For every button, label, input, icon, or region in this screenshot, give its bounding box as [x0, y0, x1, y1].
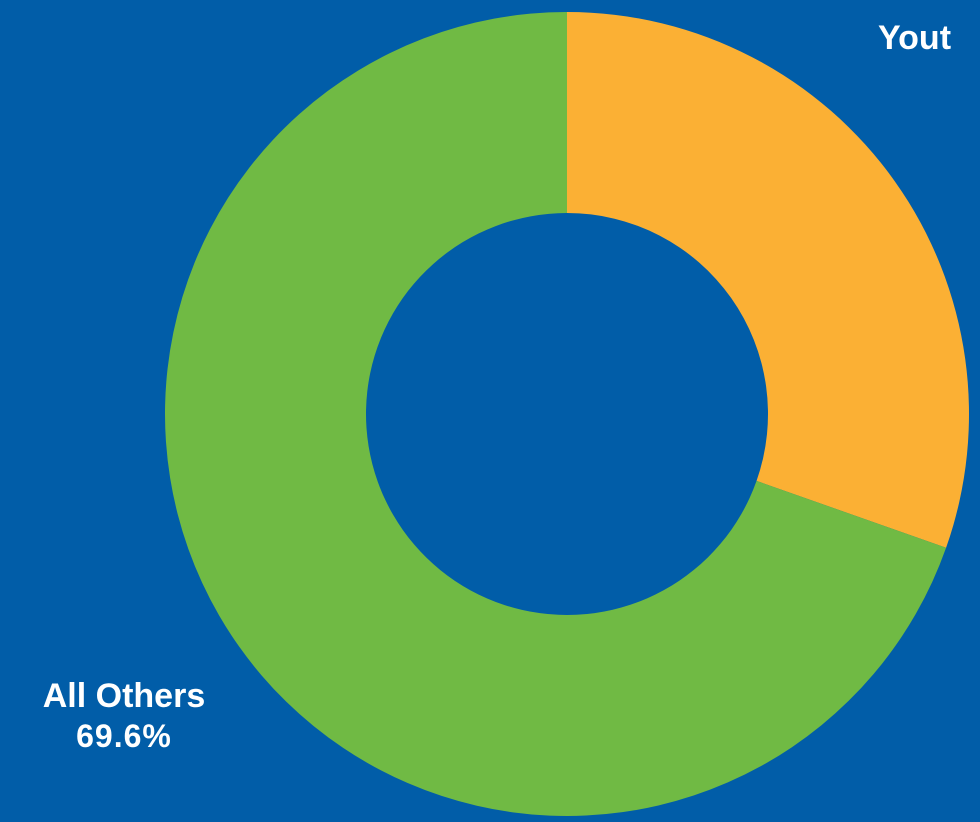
slice-label-all-others-value: 69.6%	[76, 717, 172, 754]
slice-label-youth: Yout	[878, 18, 951, 59]
slice-label-youth-name: Yout	[878, 19, 952, 57]
slice-label-all-others: All Others 69.6%	[8, 676, 240, 755]
slice-label-all-others-name: All Others	[42, 677, 206, 715]
donut-slice-all-others	[165, 12, 947, 816]
donut-slice-youth	[567, 12, 969, 548]
